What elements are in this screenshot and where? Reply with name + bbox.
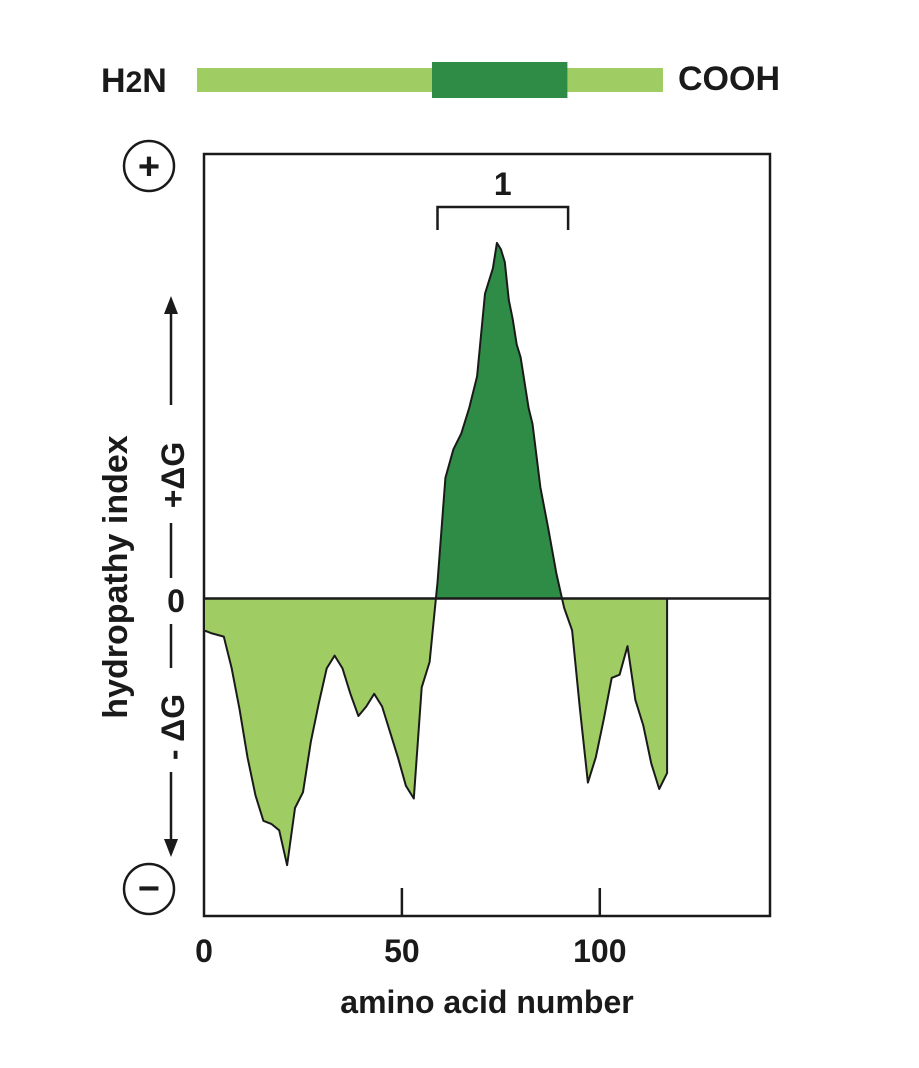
negative-delta-g-label: - ΔG (155, 694, 191, 760)
c-terminus-label: COOH (678, 60, 780, 98)
segment-label: 1 (494, 166, 512, 202)
x-tick-label: 50 (384, 933, 420, 969)
positive-circle-icon: + (122, 139, 176, 193)
y-axis-label: hydropathy index (97, 435, 135, 718)
x-tick-label: 100 (573, 933, 626, 969)
x-axis-label: amino acid number (340, 984, 633, 1020)
hydrophilic-area (203, 597, 669, 867)
negative-circle-icon: − (122, 862, 176, 916)
positive-symbol: + (138, 146, 160, 188)
n-terminus-label: H2N (101, 62, 167, 100)
protein-bar-hydrophilic (197, 68, 663, 92)
transmembrane-segment-bar (432, 62, 568, 98)
x-ticks: 0 50 100 (195, 888, 626, 969)
hydrophobic-peak-area (434, 241, 563, 600)
plot-frame (202, 152, 772, 918)
x-tick-label: 0 (195, 933, 213, 969)
arrow-down-icon (164, 839, 178, 857)
negative-symbol: − (138, 868, 160, 910)
y-tick-zero: 0 (167, 583, 185, 619)
segment-bracket (436, 205, 570, 230)
positive-delta-g-label: +ΔG (155, 442, 191, 509)
delta-g-arrow: +ΔG - ΔG (155, 296, 191, 857)
protein-schematic: H2N COOH (101, 60, 780, 100)
arrow-up-icon (164, 296, 178, 314)
